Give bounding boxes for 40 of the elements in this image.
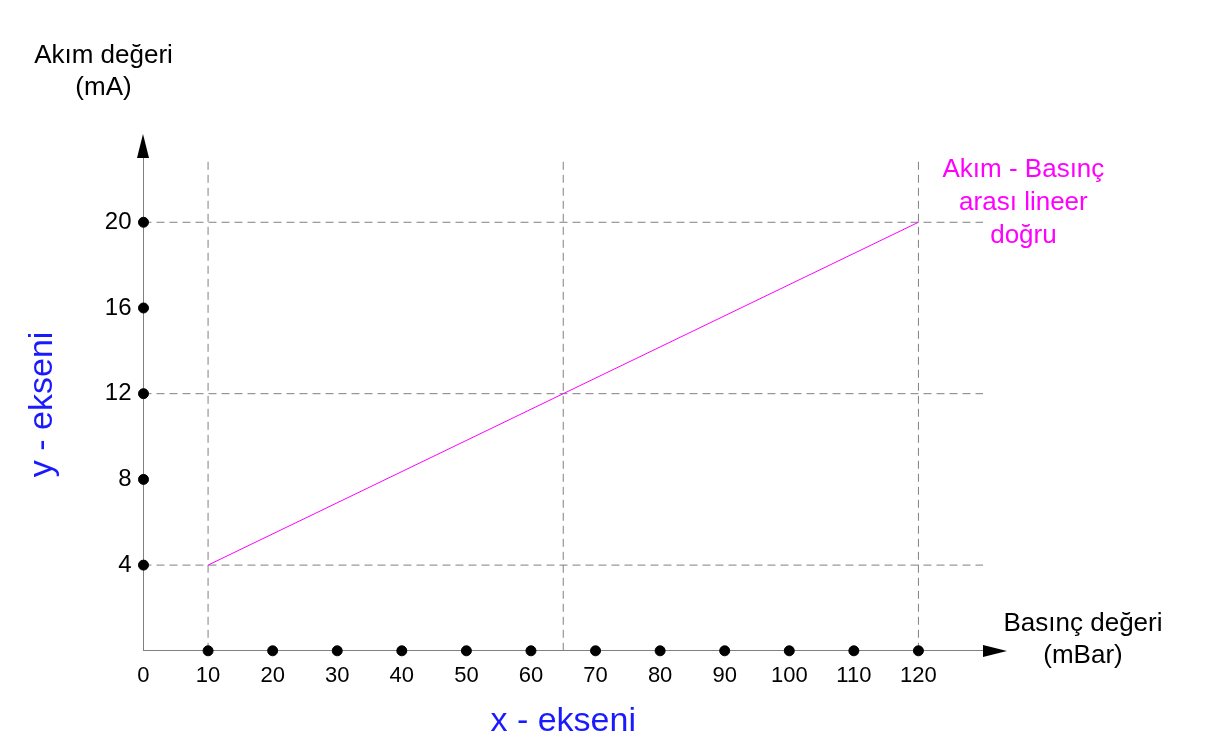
x-tick-label: 70: [583, 662, 608, 688]
y-tick-label: 4: [118, 549, 132, 577]
y-axis-title: y - ekseni: [20, 331, 59, 478]
x-tick-label: 90: [712, 662, 737, 688]
series-label: Akım - Basınç arası lineer doğru: [942, 153, 1105, 250]
x-tick-label: 40: [389, 662, 415, 688]
text: Basınç değeri (mBar): [1003, 606, 1163, 669]
point: [331, 645, 343, 657]
x-tick-label: 20: [260, 662, 285, 688]
point: [654, 645, 666, 657]
point: [848, 645, 860, 657]
y-tick-label: 16: [104, 292, 132, 320]
x-tick-label: 60: [518, 662, 544, 688]
point: [912, 645, 924, 657]
x-tick-label: 0: [137, 662, 150, 688]
point: [783, 645, 795, 657]
point: [396, 645, 408, 657]
point: [267, 645, 279, 657]
point: [460, 645, 472, 657]
y-tick-label: 20: [104, 206, 132, 234]
point: [202, 645, 214, 657]
x-tick-label: 30: [324, 662, 350, 688]
point: [719, 645, 731, 657]
x-tick-label: 10: [195, 662, 221, 688]
x-tick-label: 100: [770, 662, 808, 688]
point: [138, 473, 149, 485]
point: [138, 302, 149, 314]
x-axis-title: x - ekseni: [490, 699, 636, 738]
point: [525, 645, 537, 657]
point: [138, 559, 149, 571]
point: [138, 388, 149, 400]
x-tick-label: 50: [454, 662, 479, 688]
x-tick-label: 110: [836, 662, 872, 688]
point: [138, 216, 149, 228]
y-tick-label: 8: [118, 464, 132, 492]
point: [590, 645, 602, 657]
y-tick-label: 12: [104, 378, 132, 406]
text: Akım değeri (mA): [34, 39, 173, 101]
x-tick-label: 80: [647, 662, 673, 688]
x-tick-label: 120: [900, 662, 937, 688]
